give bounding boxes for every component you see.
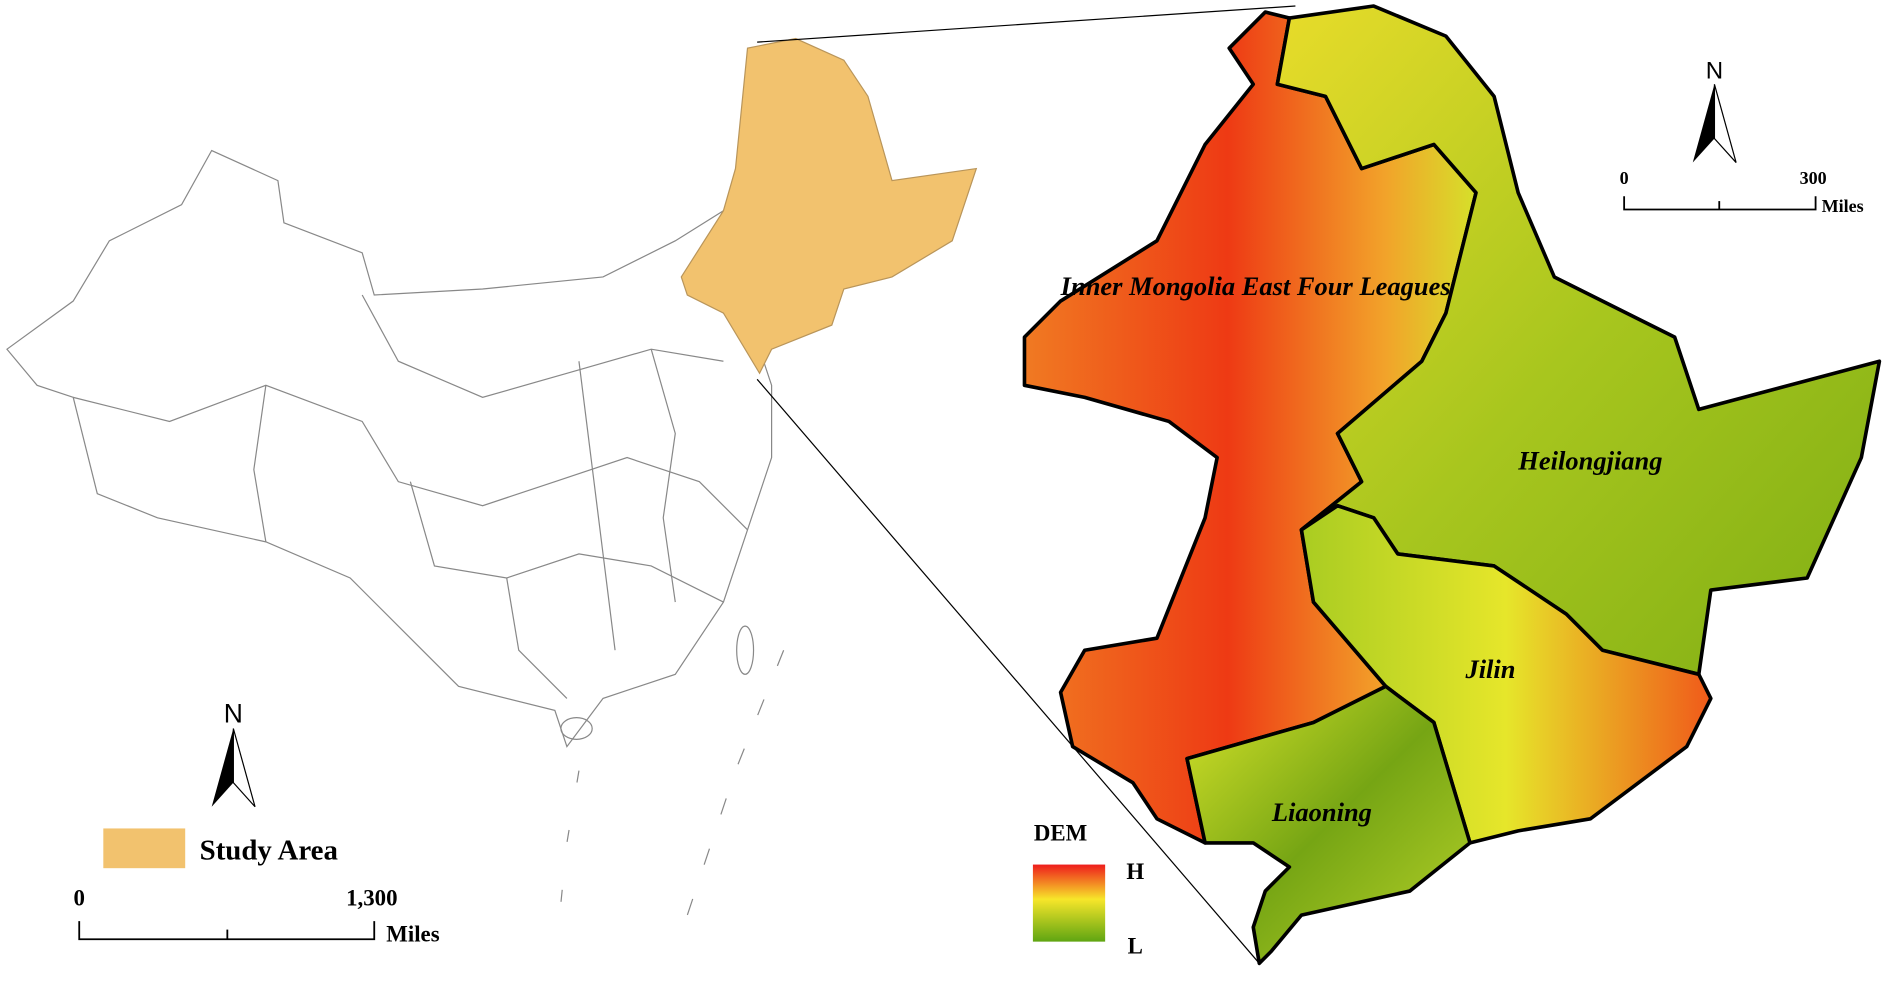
legend-swatch [103, 828, 186, 869]
legend-low: L [1128, 934, 1143, 959]
connector [757, 5, 1296, 43]
dem-legend: DEM H L [1032, 820, 1144, 959]
region-label: Heilongjiang [1517, 446, 1662, 476]
north-arrow: N [211, 698, 256, 808]
north-label: N [224, 698, 243, 728]
connector [756, 378, 1260, 964]
legend-high: H [1126, 859, 1144, 884]
scale-bar: 0 300 Miles [1620, 168, 1864, 216]
dem-map [1022, 4, 1882, 966]
legend-label: Study Area [200, 835, 338, 867]
scale-unit: Miles [1822, 196, 1864, 216]
scale-start: 0 [1620, 168, 1629, 188]
region-label: Jilin [1464, 654, 1515, 684]
scale-unit: Miles [386, 922, 439, 947]
study-area [680, 37, 978, 375]
north-label: N [1706, 57, 1723, 84]
scale-bar: 0 1,300 Miles [74, 886, 440, 947]
north-arrow: N [1692, 57, 1737, 163]
region-label: Liaoning [1271, 797, 1372, 827]
region-liaoning [1185, 684, 1472, 966]
scale-start: 0 [74, 886, 85, 911]
region-label: Inner Mongolia East Four Leagues [1060, 271, 1451, 301]
china-outline [6, 149, 785, 940]
scale-end: 1,300 [346, 886, 397, 911]
scale-end: 300 [1800, 168, 1827, 188]
legend-title: DEM [1034, 820, 1087, 845]
